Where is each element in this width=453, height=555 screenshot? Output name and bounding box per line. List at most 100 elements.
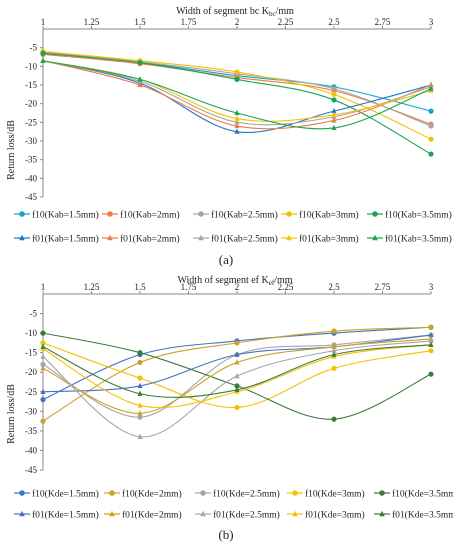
legend-label: f01(Kde=3mm) bbox=[305, 510, 365, 521]
legend-item: f01(Kab=2mm) bbox=[102, 234, 180, 245]
data-point bbox=[428, 341, 434, 347]
data-point bbox=[40, 330, 46, 336]
data-point bbox=[137, 402, 143, 408]
y-tick-label: -15 bbox=[25, 348, 37, 358]
legend-item: f01(Kab=3.5mm) bbox=[367, 234, 452, 245]
x-tick-label: 2.25 bbox=[278, 17, 294, 27]
data-point bbox=[234, 351, 240, 357]
data-point bbox=[137, 76, 143, 82]
x-tick-label: 1 bbox=[41, 17, 46, 27]
data-point bbox=[331, 117, 337, 123]
legend-swatch-marker bbox=[19, 490, 25, 496]
panel-caption-b: (b) bbox=[218, 527, 233, 542]
data-point bbox=[137, 350, 143, 356]
y-tick-label: -40 bbox=[25, 173, 37, 183]
legend-item: f10(Kab=3.5mm) bbox=[367, 210, 452, 221]
data-point bbox=[234, 359, 240, 365]
legend-label: f01(Kab=2.5mm) bbox=[211, 234, 278, 245]
legend-item: f01(Kde=3mm) bbox=[287, 510, 365, 521]
x-tick-label: 1.5 bbox=[134, 17, 146, 27]
legend-swatch-marker bbox=[200, 490, 206, 496]
x-axis-label-unit: /mm bbox=[276, 6, 295, 17]
x-tick-label: 3 bbox=[429, 17, 434, 27]
data-point bbox=[137, 375, 143, 381]
series-f10(Kde=2mm) bbox=[40, 324, 434, 424]
legend-swatch-marker bbox=[379, 490, 385, 496]
data-point bbox=[40, 340, 46, 346]
data-point bbox=[234, 69, 240, 75]
legend-swatch-marker bbox=[292, 510, 298, 517]
data-point bbox=[234, 109, 240, 116]
data-point bbox=[40, 353, 46, 359]
data-point bbox=[331, 97, 337, 103]
data-point bbox=[331, 108, 337, 114]
y-axis-label: Return loss/dB bbox=[6, 120, 17, 180]
y-tick-label: -20 bbox=[25, 367, 37, 377]
data-point bbox=[40, 418, 46, 424]
data-point bbox=[428, 151, 434, 157]
data-point bbox=[40, 361, 46, 367]
data-point bbox=[428, 136, 434, 142]
plot-area-b: 1 1.25 1.5 1.75 2 2.25 2.5 2.75 3 -5 -10 -15 -20 -25 -… bbox=[25, 282, 434, 475]
data-point bbox=[331, 91, 337, 97]
legend-swatch-marker bbox=[292, 490, 298, 496]
legend-label: f01(Kde=2mm) bbox=[122, 510, 182, 521]
legend-item: f01(Kab=3mm) bbox=[281, 234, 359, 245]
legend-swatch-marker bbox=[200, 510, 206, 517]
x-tick-label: 1.5 bbox=[134, 282, 146, 292]
x-tick-label: 2.75 bbox=[375, 282, 391, 292]
series-line bbox=[42, 334, 432, 418]
y-tick-label: -40 bbox=[25, 445, 37, 455]
legend-swatch-marker bbox=[107, 234, 113, 241]
data-point bbox=[40, 397, 46, 403]
plot-area-a: 1 1.25 1.5 1.75 2 2.25 2.5 2.75 3 -5 -10 -15 -20 -25 -… bbox=[25, 17, 434, 202]
data-point bbox=[234, 115, 240, 121]
data-point bbox=[234, 340, 240, 346]
panel-b: Width of segment ef Kef/mm Return loss/d… bbox=[6, 275, 453, 542]
data-point bbox=[331, 416, 337, 422]
legend-swatch-marker bbox=[198, 211, 204, 217]
legend-label: f10(Kde=3mm) bbox=[305, 489, 365, 500]
x-tick-label: 2.75 bbox=[375, 17, 391, 27]
legend-swatch-marker bbox=[19, 234, 25, 241]
data-point bbox=[40, 57, 46, 63]
legend-item: f10(Kde=1.5mm) bbox=[14, 489, 99, 500]
legend-label: f10(Kde=2mm) bbox=[122, 489, 182, 500]
data-point bbox=[331, 343, 337, 349]
legend-label: f10(Kab=3.5mm) bbox=[385, 210, 452, 221]
data-point bbox=[428, 108, 434, 114]
legend-swatch-marker bbox=[107, 211, 113, 217]
legend-item: f10(Kde=3mm) bbox=[287, 489, 365, 500]
legend-item: f10(Kab=2mm) bbox=[102, 210, 180, 221]
data-point bbox=[331, 328, 337, 334]
legend-label: f10(Kab=3mm) bbox=[299, 210, 359, 221]
legend-label: f10(Kde=3.5mm) bbox=[392, 489, 453, 500]
y-tick-label: -45 bbox=[25, 465, 37, 475]
data-point bbox=[428, 331, 434, 338]
legend-label: f10(Kab=1.5mm) bbox=[32, 210, 99, 221]
x-tick-label: 2.5 bbox=[328, 282, 340, 292]
data-point bbox=[234, 119, 240, 125]
data-point bbox=[234, 404, 240, 411]
x-tick-label: 2.25 bbox=[278, 282, 294, 292]
legend-label: f01(Kab=2mm) bbox=[120, 234, 180, 245]
series-f01(Kde=2.5mm) bbox=[40, 337, 434, 439]
legend-a: f10(Kab=1.5mm) f10(Kab=2mm) f10(Kab=2.5mm)… bbox=[14, 210, 452, 245]
legend-item: f10(Kde=2.5mm) bbox=[195, 489, 280, 500]
panel-caption-a: (a) bbox=[219, 252, 233, 267]
legend-label: f01(Kde=2.5mm) bbox=[213, 510, 280, 521]
data-point bbox=[234, 122, 240, 129]
legend-item: f01(Kde=3.5mm) bbox=[374, 510, 453, 521]
data-point bbox=[331, 111, 337, 117]
legend-swatch-marker bbox=[198, 234, 204, 241]
x-axis-label-unit: /mm bbox=[274, 275, 293, 286]
legend-label: f10(Kde=1.5mm) bbox=[32, 489, 99, 500]
y-tick-label: -30 bbox=[25, 136, 37, 146]
legend-label: f01(Kab=3mm) bbox=[299, 234, 359, 245]
data-point bbox=[331, 351, 337, 357]
legend-item: f01(Kde=1.5mm) bbox=[14, 510, 99, 521]
legend-item: f10(Kab=2.5mm) bbox=[193, 210, 278, 221]
data-point bbox=[234, 373, 240, 379]
series-line bbox=[42, 52, 432, 155]
